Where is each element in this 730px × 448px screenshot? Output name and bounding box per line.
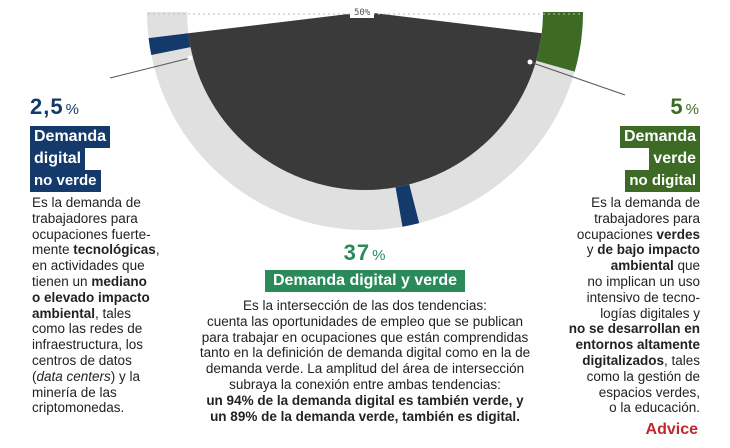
right-title-line2: verde bbox=[649, 148, 700, 170]
right-desc-line: como la gestión de bbox=[586, 368, 700, 384]
left-desc-line: en actividades que bbox=[32, 258, 145, 274]
center-title-text: Demanda digital y verde bbox=[264, 270, 466, 292]
center-50-label: 50% bbox=[350, 8, 375, 18]
center-desc-line: Es la intersección de las dos tendencias… bbox=[243, 298, 487, 313]
left-desc-line: criptomonedas. bbox=[32, 400, 125, 416]
center-desc-line: cuenta las oportunidades de empleo que s… bbox=[207, 313, 523, 329]
right-connector bbox=[529, 61, 626, 96]
right-value: 5% bbox=[670, 94, 700, 120]
right-desc-line: entornos altamente bbox=[575, 337, 700, 353]
left-desc-line: ocupaciones fuerte- bbox=[32, 226, 151, 242]
left-desc-line: tienen un mediano bbox=[32, 273, 147, 289]
slice-demanda-digital-no-verde bbox=[395, 184, 420, 227]
center-desc-line: subraya la conexión entre ambas tendenci… bbox=[229, 376, 501, 392]
left-desc-line: centros de datos bbox=[32, 352, 132, 368]
brand-logo: Advice bbox=[645, 421, 698, 438]
right-connector-dot bbox=[527, 59, 533, 65]
right-desc-line: intensivo de tecno- bbox=[586, 289, 700, 305]
right-title-line1: Demanda bbox=[619, 126, 700, 148]
left-title: Demanda digital no verde bbox=[30, 126, 160, 192]
left-desc-line: (data centers) y la bbox=[32, 368, 141, 384]
left-value-number: 2,5 bbox=[30, 94, 64, 119]
right-desc-line: no implican un uso bbox=[587, 273, 700, 289]
right-desc-line: no se desarrollan en bbox=[568, 321, 700, 337]
center-description: Es la intersección de las dos tendencias… bbox=[150, 298, 580, 424]
slice-navy-left bbox=[148, 33, 191, 55]
right-desc-line: ocupaciones verdes bbox=[576, 226, 700, 242]
center-value-number: 37 bbox=[343, 240, 371, 265]
left-title-line1: Demanda bbox=[30, 126, 111, 148]
right-desc-line: o la educación. bbox=[609, 400, 700, 416]
left-desc-line: Es la demanda de bbox=[32, 195, 141, 210]
left-connector bbox=[109, 57, 191, 79]
right-title: Demanda verde no digital bbox=[570, 126, 700, 192]
center-value-pct: % bbox=[372, 247, 387, 264]
left-value: 2,5% bbox=[30, 94, 80, 120]
right-desc-line: Es la demanda de bbox=[591, 195, 700, 210]
left-desc-line: infraestructura, los bbox=[32, 337, 144, 353]
left-desc-line: o elevado impacto bbox=[32, 289, 150, 305]
left-desc-line: minería de las bbox=[32, 384, 117, 400]
left-title-line2: digital bbox=[30, 148, 86, 170]
right-description: Es la demanda de trabajadores para ocupaci… bbox=[525, 195, 700, 416]
left-desc-line: ambiental, tales bbox=[32, 305, 132, 321]
donut-inner-photo bbox=[188, 12, 542, 190]
left-title-line3: no verde bbox=[30, 170, 101, 192]
left-connector-dot bbox=[187, 55, 193, 61]
left-desc-line: trabajadores para bbox=[32, 210, 138, 226]
right-desc-line: y de bajo impacto bbox=[586, 242, 700, 258]
center-desc-line: un 94% de la demanda digital es también … bbox=[206, 392, 524, 408]
left-description: Es la demanda de trabajadores para ocupaci… bbox=[32, 195, 202, 416]
slice-green-right bbox=[536, 33, 582, 72]
left-value-pct: % bbox=[65, 101, 80, 118]
left-desc-line: como las redes de bbox=[32, 321, 143, 337]
center-desc-line: un 89% de la demanda verde, también es d… bbox=[210, 408, 520, 424]
center-desc-line: para trabajar en ocupaciones que están c… bbox=[201, 329, 529, 345]
left-desc-line: mente tecnológicas, bbox=[32, 242, 160, 258]
right-desc-line: digitalizados, tales bbox=[582, 352, 700, 368]
right-title-line3: no digital bbox=[625, 170, 700, 192]
center-desc-line: demanda verde. La amplitud del área de i… bbox=[205, 361, 525, 377]
right-value-number: 5 bbox=[670, 94, 684, 119]
center-desc-line: tanto en la definición de demanda digita… bbox=[199, 345, 531, 361]
donut-background bbox=[147, 12, 583, 230]
center-value: 37% bbox=[0, 240, 730, 266]
right-value-pct: % bbox=[685, 101, 700, 118]
right-desc-line: logías digitales y bbox=[600, 305, 700, 321]
right-desc-line: trabajadores para bbox=[594, 210, 700, 226]
right-desc-line: espacios verdes, bbox=[598, 384, 700, 400]
center-title: Demanda digital y verde bbox=[0, 270, 730, 292]
right-desc-line: ambiental que bbox=[610, 258, 700, 274]
